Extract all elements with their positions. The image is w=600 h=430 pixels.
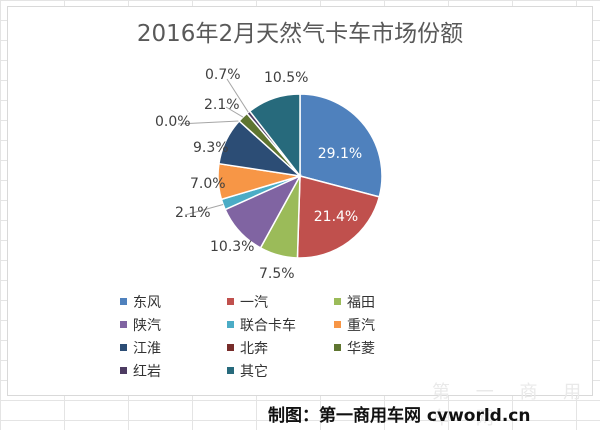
legend-label: 重汽 xyxy=(347,317,375,334)
leader-line-8 xyxy=(177,120,240,125)
watermark: 第 一 商 用 车 网 xyxy=(432,382,592,429)
data-label-8: 0.0% xyxy=(155,114,191,130)
legend-swatch xyxy=(334,344,341,351)
legend-swatch xyxy=(227,367,234,374)
legend-item-6: 重汽 xyxy=(334,315,441,334)
leader-line-5 xyxy=(184,204,224,216)
pie-slice-2[interactable] xyxy=(296,175,381,259)
legend-label: 其它 xyxy=(240,363,268,380)
legend-item-1: 东风 xyxy=(120,292,227,311)
legend-item-3: 福田 xyxy=(334,292,441,311)
data-label-4: 10.3% xyxy=(210,239,254,255)
legend-swatch xyxy=(120,298,127,305)
legend-swatch xyxy=(227,298,234,305)
pie-slice-1[interactable] xyxy=(299,93,383,198)
legend-swatch xyxy=(120,367,127,374)
legend-item-5: 联合卡车 xyxy=(227,315,334,334)
data-label-11: 10.5% xyxy=(264,70,308,86)
legend-label: 江淮 xyxy=(133,340,161,357)
legend-swatch xyxy=(227,344,234,351)
legend-swatch xyxy=(334,321,341,328)
legend-label: 北奔 xyxy=(240,340,268,357)
legend-item-4: 陕汽 xyxy=(120,315,227,334)
data-label-3: 7.5% xyxy=(259,266,295,282)
legend-item-7: 江淮 xyxy=(120,338,227,357)
chart-legend: 东风 一汽 福田陕汽 联合卡车 重汽江淮 北奔 华菱红岩 其它 xyxy=(120,292,440,380)
legend-label: 陕汽 xyxy=(133,317,161,334)
leader-line-9 xyxy=(225,106,244,118)
data-label-9: 2.1% xyxy=(204,97,240,113)
data-label-2: 21.4% xyxy=(314,209,358,225)
pie-slice-11[interactable] xyxy=(248,93,301,179)
data-label-6: 7.0% xyxy=(190,176,226,192)
legend-label: 福田 xyxy=(347,294,375,311)
legend-item-2: 一汽 xyxy=(227,292,334,311)
legend-label: 联合卡车 xyxy=(240,317,296,334)
legend-swatch xyxy=(334,298,341,305)
legend-label: 华菱 xyxy=(347,340,375,357)
leader-line-10 xyxy=(226,78,249,113)
legend-swatch xyxy=(227,321,234,328)
legend-item-9: 华菱 xyxy=(334,338,441,357)
legend-item-8: 北奔 xyxy=(227,338,334,357)
legend-item-10: 红岩 xyxy=(120,361,227,380)
legend-swatch xyxy=(120,321,127,328)
legend-swatch xyxy=(120,344,127,351)
data-label-10: 0.7% xyxy=(205,67,241,83)
legend-item-11: 其它 xyxy=(227,361,334,380)
chart-credit: 制图：第一商用车网 cvworld.cn xyxy=(268,406,531,426)
data-label-7: 9.3% xyxy=(193,140,229,156)
data-label-5: 2.1% xyxy=(175,205,211,221)
legend-label: 一汽 xyxy=(240,294,268,311)
data-label-1: 29.1% xyxy=(318,146,362,162)
legend-label: 东风 xyxy=(133,294,161,311)
legend-label: 红岩 xyxy=(133,363,161,380)
chart-title: 2016年2月天然气卡车市场份额 xyxy=(136,21,464,47)
